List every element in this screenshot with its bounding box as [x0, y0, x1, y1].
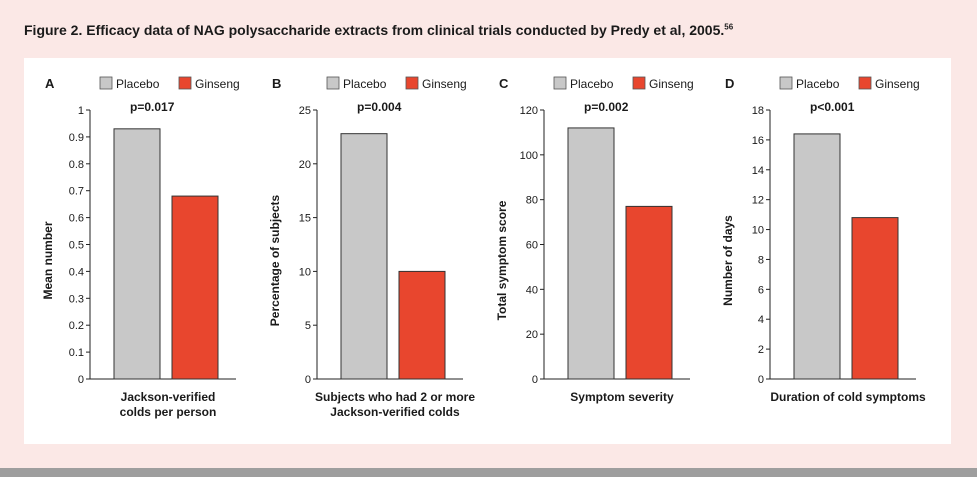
- legend-swatch-ginseng: [858, 76, 872, 90]
- figure-title-text: Figure 2. Efficacy data of NAG polysacch…: [24, 22, 725, 38]
- charts-svg: A Placebo Ginseng p=0.017 0 0.1 0.2 0.3 0.4 0.5 0.…: [41, 76, 926, 419]
- y-tick-label: 2: [758, 344, 764, 356]
- chart-panel-a: A Placebo Ginseng p=0.017 0 0.1 0.2 0.3 0.4 0.5 0.…: [41, 76, 240, 419]
- y-axis-label: Mean number: [41, 221, 55, 299]
- y-axis-label: Number of days: [721, 215, 735, 306]
- chart-panel-b: B Placebo Ginseng p=0.004 0 5 10 15 20 25 Percenta…: [268, 76, 475, 419]
- y-tick-label: 40: [526, 284, 538, 296]
- y-tick-label: 10: [299, 266, 311, 278]
- legend-label-placebo: Placebo: [343, 77, 387, 91]
- x-axis-label-line: Subjects who had 2 or more: [315, 390, 475, 404]
- bar-placebo: [567, 127, 615, 380]
- legend-label-placebo: Placebo: [570, 77, 614, 91]
- chart-panel-d: D Placebo Ginseng p<0.001 0 2 4 6 8 10 12 14 16 18 Num…: [721, 76, 926, 404]
- y-tick-label: 0.7: [69, 186, 84, 198]
- y-tick-label: 120: [520, 105, 538, 117]
- legend-label-placebo: Placebo: [116, 77, 160, 91]
- figure-panel: A Placebo Ginseng p=0.017 0 0.1 0.2 0.3 0.4 0.5 0.…: [24, 58, 951, 444]
- y-tick-label: 80: [526, 195, 538, 207]
- legend-swatch-placebo: [99, 76, 113, 90]
- legend-label-ginseng: Ginseng: [422, 77, 467, 91]
- legend-label-ginseng: Ginseng: [195, 77, 240, 91]
- y-tick-label: 0.8: [69, 159, 84, 171]
- legend-swatch-placebo: [779, 76, 793, 90]
- y-tick-label: 25: [299, 105, 311, 117]
- y-tick-label: 0: [532, 374, 538, 386]
- legend-swatch-ginseng: [405, 76, 419, 90]
- bottom-divider: [0, 468, 977, 477]
- y-tick-label: 15: [299, 213, 311, 225]
- y-tick-label: 1: [78, 105, 84, 117]
- y-tick-label: 0.5: [69, 240, 84, 252]
- y-tick-label: 12: [752, 195, 764, 207]
- y-tick-label: 20: [526, 329, 538, 341]
- p-value-annotation: p<0.001: [810, 100, 855, 114]
- y-tick-label: 20: [299, 159, 311, 171]
- p-value-annotation: p=0.017: [130, 100, 175, 114]
- bar-ginseng: [171, 195, 219, 380]
- y-axis-label: Total symptom score: [495, 200, 509, 320]
- y-tick-label: 0.2: [69, 320, 84, 332]
- y-tick-label: 0.6: [69, 213, 84, 225]
- panel-letter: C: [499, 76, 509, 91]
- figure-title-reference: 56: [724, 22, 734, 32]
- bar-placebo: [113, 128, 161, 380]
- legend-swatch-placebo: [553, 76, 567, 90]
- y-tick-label: 0.3: [69, 293, 84, 305]
- panel-letter: A: [45, 76, 55, 91]
- x-axis-label-line: colds per person: [120, 405, 217, 419]
- x-axis-label-line: Symptom severity: [570, 390, 674, 404]
- x-axis-label-line: Duration of cold symptoms: [770, 390, 926, 404]
- y-tick-label: 8: [758, 254, 764, 266]
- y-axis-label: Percentage of subjects: [268, 194, 282, 326]
- y-tick-label: 100: [520, 150, 538, 162]
- bar-placebo: [793, 133, 841, 380]
- legend-swatch-placebo: [326, 76, 340, 90]
- y-tick-label: 0: [305, 374, 311, 386]
- y-tick-label: 6: [758, 284, 764, 296]
- panel-letter: B: [272, 76, 281, 91]
- panel-letter: D: [725, 76, 734, 91]
- y-tick-label: 0.9: [69, 132, 84, 144]
- bar-ginseng: [398, 270, 446, 380]
- y-tick-label: 14: [752, 165, 764, 177]
- y-tick-label: 0.4: [69, 266, 84, 278]
- legend-label-ginseng: Ginseng: [649, 77, 694, 91]
- y-tick-label: 0: [758, 374, 764, 386]
- x-axis-label-line: Jackson-verified: [121, 390, 216, 404]
- figure-title: Figure 2. Efficacy data of NAG polysacch…: [24, 22, 733, 38]
- x-axis-label-line: Jackson-verified colds: [330, 405, 460, 419]
- bar-placebo: [340, 133, 388, 380]
- y-tick-label: 0: [78, 374, 84, 386]
- bar-ginseng: [625, 205, 673, 380]
- p-value-annotation: p=0.004: [357, 100, 402, 114]
- y-tick-label: 10: [752, 225, 764, 237]
- y-tick-label: 60: [526, 240, 538, 252]
- legend-swatch-ginseng: [632, 76, 646, 90]
- chart-panel-c: C Placebo Ginseng p=0.002 0 20 40 60 80 100 120 Tot…: [495, 76, 694, 404]
- y-tick-label: 18: [752, 105, 764, 117]
- y-tick-label: 0.1: [69, 347, 84, 359]
- y-tick-label: 16: [752, 135, 764, 147]
- legend-label-ginseng: Ginseng: [875, 77, 920, 91]
- legend-label-placebo: Placebo: [796, 77, 840, 91]
- legend-swatch-ginseng: [178, 76, 192, 90]
- y-tick-label: 5: [305, 320, 311, 332]
- y-tick-label: 4: [758, 314, 764, 326]
- bar-ginseng: [851, 217, 899, 380]
- p-value-annotation: p=0.002: [584, 100, 629, 114]
